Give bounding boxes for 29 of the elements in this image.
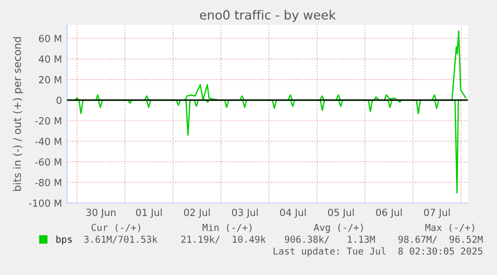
y-tick-label: -100 M	[29, 199, 62, 207]
text: 3.61M/701.53k	[84, 236, 158, 244]
y-tick-label: 0	[56, 96, 62, 104]
y-tick-label: 60 M	[38, 34, 62, 42]
x-tick-label: 01 Jul	[136, 208, 162, 218]
x-tick-label: 02 Jul	[184, 208, 210, 218]
x-tick-label: 04 Jul	[280, 208, 306, 218]
y-tick-label: 40 M	[38, 55, 62, 63]
x-tick-label: 05 Jul	[328, 208, 354, 218]
legend-label: bps	[56, 236, 72, 245]
chart-title: eno0 traffic - by week	[200, 10, 336, 22]
text: Max (-/+)	[425, 224, 474, 232]
y-axis-title: bits in (-) / out (+) per second	[12, 37, 24, 191]
text: Avg (-/+)	[314, 224, 363, 233]
text: Min (-/+)	[202, 224, 252, 232]
y-tick-label: -60 M	[35, 158, 62, 166]
y-tick-label: -20 M	[35, 117, 62, 125]
text: 21.19k/ 10.49k	[181, 236, 266, 244]
text: 98.67M/ 96.52M	[398, 236, 483, 244]
y-tick-label: -40 M	[35, 138, 62, 146]
y-tick-label: -80 M	[35, 178, 62, 186]
x-tick-label: 30 Jun	[86, 208, 116, 218]
text: Last update: Tue Jul 8 02:30:05 2025	[274, 247, 482, 256]
text: Cur (-/+)	[92, 224, 140, 232]
y-tick-label: 20 M	[39, 76, 62, 84]
x-tick-label: 03 Jul	[232, 208, 258, 218]
x-tick-label: 07 Jul	[424, 208, 450, 218]
x-tick-label: 06 Jul	[376, 208, 402, 218]
text: 906.38k/ 1.13M	[284, 236, 375, 244]
